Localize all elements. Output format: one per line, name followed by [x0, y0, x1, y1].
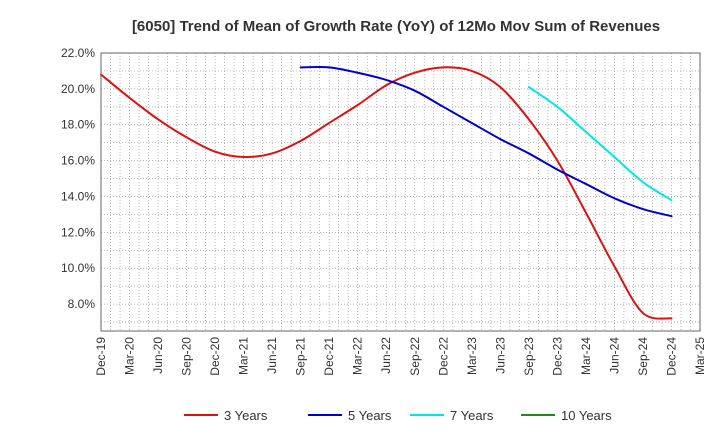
x-tick-label: Dec-20 [208, 337, 222, 376]
x-tick-label: Jun-20 [151, 337, 165, 374]
x-tick-label: Sep-24 [636, 337, 650, 376]
series-line-7-years [527, 86, 673, 202]
x-tick-label: Sep-23 [522, 337, 536, 376]
x-tick-label: Mar-22 [351, 337, 365, 375]
chart-title: [6050] Trend of Mean of Growth Rate (YoY… [132, 18, 660, 35]
y-axis: 8.0% 10.0% 12.0% 14.0% 16.0% 18.0% 20.0% 22.0% [61, 46, 95, 311]
series-lines [100, 65, 673, 320]
x-tick-label: Jun-21 [265, 337, 279, 374]
y-tick-label: 8.0% [68, 297, 96, 311]
y-tick-label: 14.0% [61, 189, 95, 203]
y-tick-label: 22.0% [61, 46, 95, 60]
grid [101, 53, 700, 331]
x-tick-label: Dec-22 [436, 337, 450, 376]
x-tick-label: Mar-20 [123, 337, 137, 375]
legend-label-5-years: 5 Years [348, 408, 392, 423]
x-tick-label: Sep-21 [294, 337, 308, 376]
x-tick-label: Jun-24 [607, 337, 621, 374]
x-tick-label: Mar-25 [693, 337, 707, 375]
x-tick-label: Jun-23 [493, 337, 507, 374]
x-tick-label: Dec-21 [322, 337, 336, 376]
x-tick-label: Jun-22 [379, 337, 393, 374]
y-tick-label: 10.0% [61, 261, 95, 275]
x-tick-label: Sep-20 [180, 337, 194, 376]
x-tick-label: Sep-22 [408, 337, 422, 376]
y-tick-label: 18.0% [61, 118, 95, 132]
legend: 3 Years 5 Years 7 Years 10 Years [184, 408, 612, 423]
x-tick-label: Dec-23 [550, 337, 564, 376]
x-axis: Dec-19 Mar-20 Jun-20 Sep-20 Dec-20 Mar-21 Jun-… [94, 337, 707, 376]
y-tick-label: 12.0% [61, 225, 95, 239]
legend-label-3-years: 3 Years [224, 408, 268, 423]
series-line-5-years [299, 65, 673, 218]
y-tick-label: 20.0% [61, 82, 95, 96]
x-tick-label: Mar-24 [579, 337, 593, 375]
x-tick-label: Mar-23 [465, 337, 479, 375]
x-tick-label: Dec-19 [94, 337, 108, 376]
x-tick-label: Mar-21 [237, 337, 251, 375]
legend-label-7-years: 7 Years [450, 408, 494, 423]
series-line-3-years [100, 66, 673, 320]
plot-frame [100, 52, 701, 332]
x-tick-label: Dec-24 [664, 337, 678, 376]
y-tick-label: 16.0% [61, 154, 95, 168]
legend-label-10-years: 10 Years [561, 408, 612, 423]
